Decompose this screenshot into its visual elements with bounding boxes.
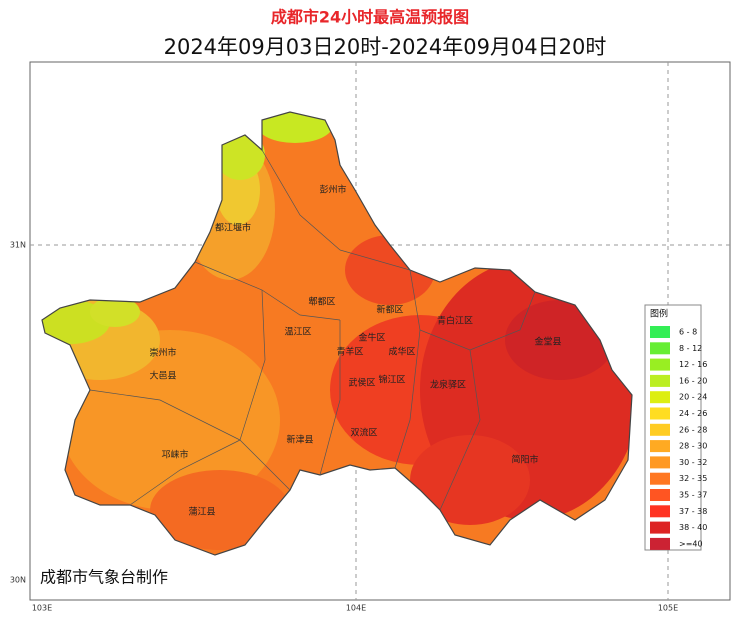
legend-label: 26 - 28: [679, 425, 707, 434]
x-axis-label: 104E: [346, 604, 366, 613]
legend-label: 30 - 32: [679, 458, 707, 467]
district-label: 新都区: [376, 304, 403, 316]
district-label: 锦江区: [378, 374, 405, 386]
district-label: 新津县: [286, 434, 313, 446]
x-axis-label: 103E: [32, 604, 52, 613]
legend-swatch: [650, 342, 670, 355]
legend-label: 38 - 40: [679, 523, 707, 532]
district-label: 武侯区: [348, 377, 375, 389]
map-frame: [29, 61, 731, 601]
legend-label: 16 - 20: [679, 376, 707, 385]
map-subtitle: 2024年09月03日20时-2024年09月04日20时: [164, 35, 607, 59]
legend-label: 20 - 24: [679, 393, 707, 402]
district-label: 青羊区: [336, 346, 363, 358]
district-label: 彭州市: [319, 184, 346, 196]
legend-label: 6 - 8: [679, 328, 697, 337]
district-label: 金堂县: [534, 336, 561, 348]
map-title: 成都市24小时最高温预报图: [271, 8, 469, 27]
legend-swatch: [650, 505, 670, 518]
legend-swatch: [650, 440, 670, 453]
district-label: 简阳市: [511, 454, 538, 466]
district-label: 郫都区: [308, 296, 335, 308]
legend-swatch: [650, 374, 670, 387]
legend-swatch: [650, 521, 670, 534]
legend-swatch: [650, 472, 670, 485]
district-label: 成华区: [388, 346, 415, 358]
legend-swatch: [650, 407, 670, 420]
y-axis-label: 31N: [10, 241, 26, 250]
legend-title: 图例: [650, 308, 668, 320]
legend-label: 35 - 37: [679, 491, 707, 500]
y-axis-label: 30N: [10, 576, 26, 585]
legend-label: 37 - 38: [679, 507, 707, 516]
x-axis-label: 105E: [658, 604, 678, 613]
legend-swatch: [650, 326, 670, 338]
legend-label: 12 - 16: [679, 360, 707, 369]
district-label: 双流区: [350, 427, 377, 439]
district-borders: [89, 149, 536, 511]
legend-swatch: [650, 489, 670, 501]
credit: 成都市气象台制作: [40, 568, 168, 587]
district-label: 蒲江县: [188, 506, 215, 518]
legend-swatch: [650, 456, 670, 469]
legend-label: >=40: [679, 539, 703, 548]
district-label: 邛崃市: [161, 449, 188, 461]
legend: 图例 6 - 8 8 - 12 12 - 16 16 - 20 20 - 24 24 - …: [644, 304, 707, 551]
district-label: 大邑县: [149, 370, 176, 382]
legend-label: 24 - 26: [679, 409, 707, 418]
legend-label: 32 - 35: [679, 474, 707, 483]
district-label: 都江堰市: [215, 222, 251, 234]
legend-swatch: [650, 537, 670, 550]
district-label: 龙泉驿区: [430, 379, 466, 391]
legend-label: 28 - 30: [679, 442, 707, 451]
district-label: 金牛区: [358, 332, 385, 344]
district-label: 崇州市: [149, 347, 176, 359]
district-label: 温江区: [284, 327, 311, 338]
legend-swatch: [650, 423, 670, 436]
legend-label: 8 - 12: [679, 344, 702, 353]
legend-swatch: [650, 358, 670, 371]
district-label: 青白江区: [437, 315, 473, 327]
legend-swatch: [650, 391, 670, 404]
